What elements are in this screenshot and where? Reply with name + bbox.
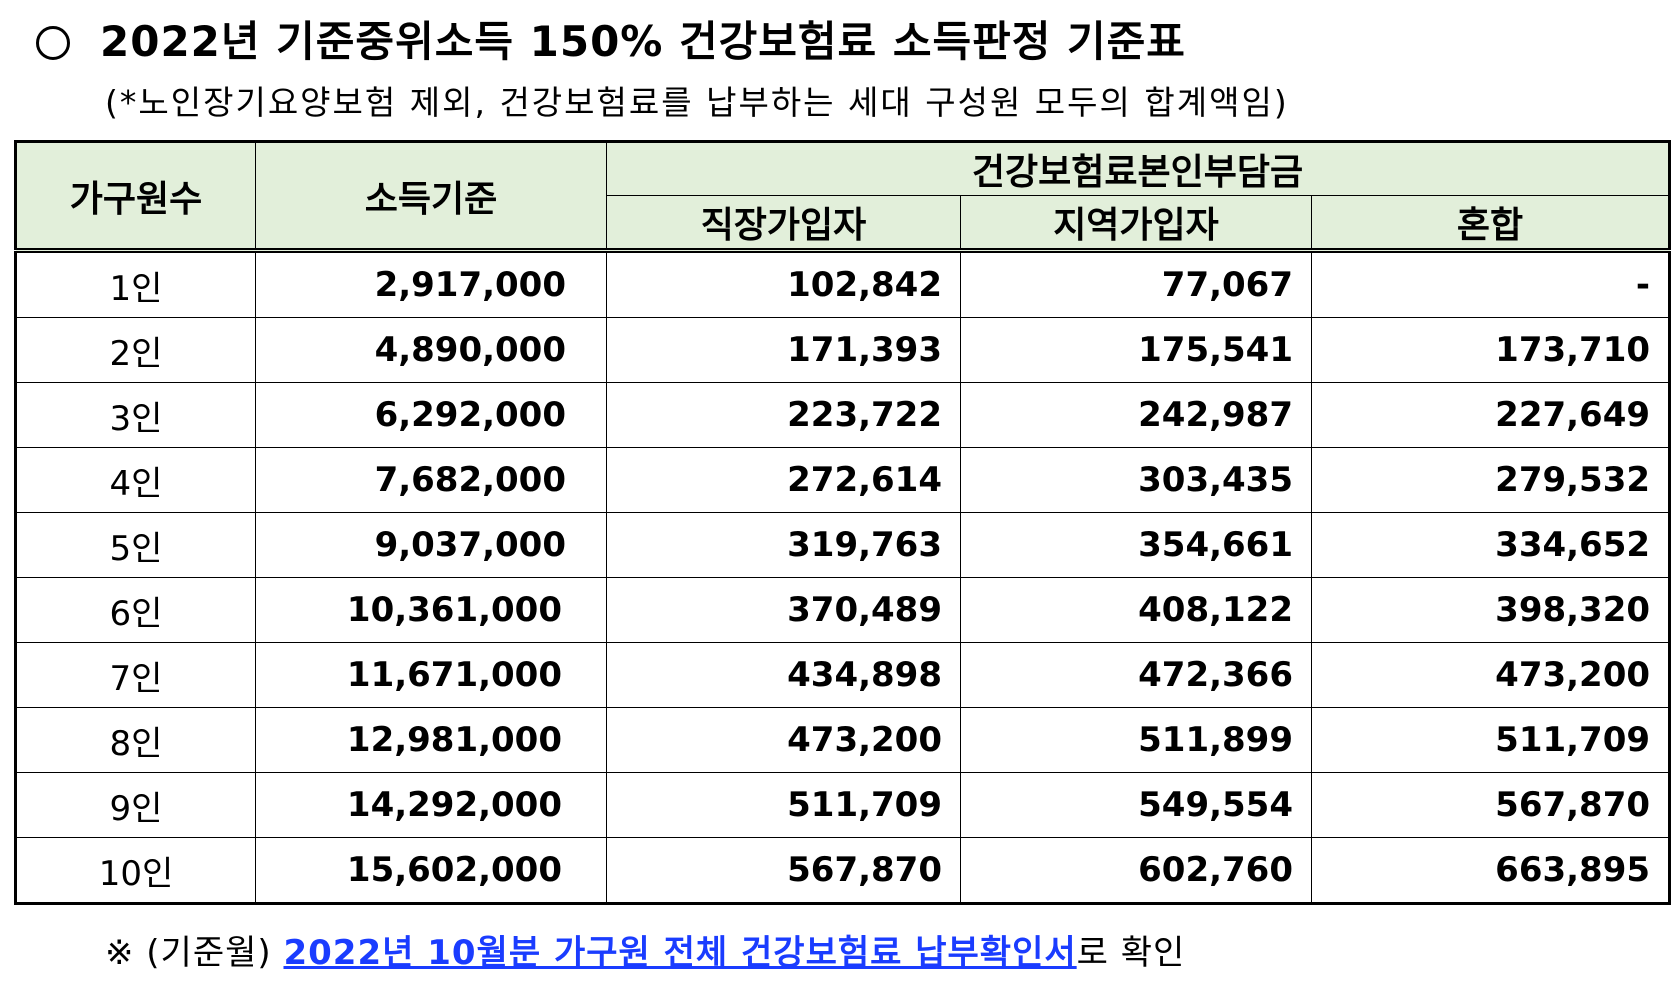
- cell-mixed: 334,652: [1310, 512, 1671, 578]
- cell-mixed: 473,200: [1310, 642, 1671, 708]
- cell-mixed: 227,649: [1310, 382, 1671, 448]
- table-row: 7인 11,671,000 434,898 472,366 473,200: [15, 642, 1671, 708]
- cell-household: 6인: [15, 577, 256, 643]
- cell-employee: 272,614: [606, 447, 961, 513]
- footnote: ※ (기준월) 2022년 10월분 가구원 전체 건강보험료 납부확인서로 확…: [105, 925, 1185, 974]
- cell-household: 5인: [15, 512, 256, 578]
- cell-employee: 223,722: [606, 382, 961, 448]
- cell-employee: 171,393: [606, 317, 961, 383]
- cell-employee: 567,870: [606, 837, 961, 904]
- payment-certificate-link[interactable]: 2022년 10월분 가구원 전체 건강보험료 납부확인서: [283, 933, 1077, 973]
- table-row: 2인 4,890,000 171,393 175,541 173,710: [15, 317, 1671, 383]
- cell-income: 14,292,000: [255, 772, 607, 838]
- header-premium-group: 건강보험료본인부담금: [605, 141, 1671, 196]
- cell-income: 12,981,000: [255, 707, 607, 773]
- header-employee: 직장가입자: [606, 195, 961, 251]
- cell-regional: 408,122: [960, 577, 1312, 643]
- cell-mixed: 398,320: [1310, 577, 1671, 643]
- cell-employee: 473,200: [606, 707, 961, 773]
- cell-income: 7,682,000: [255, 447, 607, 513]
- cell-mixed: 511,709: [1310, 707, 1671, 773]
- cell-household: 4인: [15, 447, 256, 513]
- header-income: 소득기준: [255, 141, 607, 251]
- footnote-prefix: ※ (기준월): [105, 933, 284, 973]
- table-row: 6인 10,361,000 370,489 408,122 398,320: [15, 577, 1671, 643]
- table-row: 3인 6,292,000 223,722 242,987 227,649: [15, 382, 1671, 448]
- cell-household: 8인: [15, 707, 256, 773]
- cell-regional: 303,435: [960, 447, 1312, 513]
- cell-regional: 354,661: [960, 512, 1312, 578]
- cell-income: 15,602,000: [255, 837, 607, 904]
- footnote-suffix: 로 확인: [1076, 933, 1186, 973]
- table-row: 9인 14,292,000 511,709 549,554 567,870: [15, 772, 1671, 838]
- cell-employee: 511,709: [606, 772, 961, 838]
- cell-income: 10,361,000: [255, 577, 607, 643]
- cell-mixed: 663,895: [1310, 837, 1671, 904]
- cell-regional: 472,366: [960, 642, 1312, 708]
- page-title: 2022년 기준중위소득 150% 건강보험료 소득판정 기준표: [36, 8, 1186, 69]
- cell-income: 9,037,000: [255, 512, 607, 578]
- cell-regional: 602,760: [960, 837, 1312, 904]
- cell-regional: 77,067: [960, 250, 1312, 318]
- cell-household: 2인: [15, 317, 256, 383]
- income-criteria-table: 가구원수 소득기준 건강보험료본인부담금 직장가입자 지역가입자 혼합 1인 2…: [14, 140, 1672, 905]
- cell-regional: 175,541: [960, 317, 1312, 383]
- cell-income: 4,890,000: [255, 317, 607, 383]
- cell-mixed: 173,710: [1310, 317, 1671, 383]
- cell-regional: 511,899: [960, 707, 1312, 773]
- cell-mixed: 567,870: [1310, 772, 1671, 838]
- cell-household: 10인: [15, 837, 256, 904]
- table-row: 1인 2,917,000 102,842 77,067 -: [15, 250, 1671, 318]
- table-row: 4인 7,682,000 272,614 303,435 279,532: [15, 447, 1671, 513]
- table-row: 10인 15,602,000 567,870 602,760 663,895: [15, 837, 1671, 904]
- cell-employee: 434,898: [606, 642, 961, 708]
- cell-income: 11,671,000: [255, 642, 607, 708]
- page-subtitle: (*노인장기요양보험 제외, 건강보험료를 납부하는 세대 구성원 모두의 합계…: [105, 83, 1289, 122]
- cell-household: 9인: [15, 772, 256, 838]
- cell-mixed: -: [1310, 250, 1671, 318]
- cell-regional: 549,554: [960, 772, 1312, 838]
- cell-household: 1인: [15, 250, 256, 318]
- cell-income: 2,917,000: [255, 250, 607, 318]
- header-household: 가구원수: [15, 141, 256, 251]
- cell-regional: 242,987: [960, 382, 1312, 448]
- cell-mixed: 279,532: [1310, 447, 1671, 513]
- cell-household: 7인: [15, 642, 256, 708]
- table-row: 5인 9,037,000 319,763 354,661 334,652: [15, 512, 1671, 578]
- cell-employee: 319,763: [606, 512, 961, 578]
- circle-bullet-icon: [36, 26, 70, 60]
- cell-household: 3인: [15, 382, 256, 448]
- cell-employee: 370,489: [606, 577, 961, 643]
- table-row: 8인 12,981,000 473,200 511,899 511,709: [15, 707, 1671, 773]
- cell-employee: 102,842: [606, 250, 961, 318]
- header-regional: 지역가입자: [960, 195, 1312, 251]
- page-title-text: 2022년 기준중위소득 150% 건강보험료 소득판정 기준표: [100, 17, 1186, 66]
- cell-income: 6,292,000: [255, 382, 607, 448]
- header-mixed: 혼합: [1310, 195, 1671, 251]
